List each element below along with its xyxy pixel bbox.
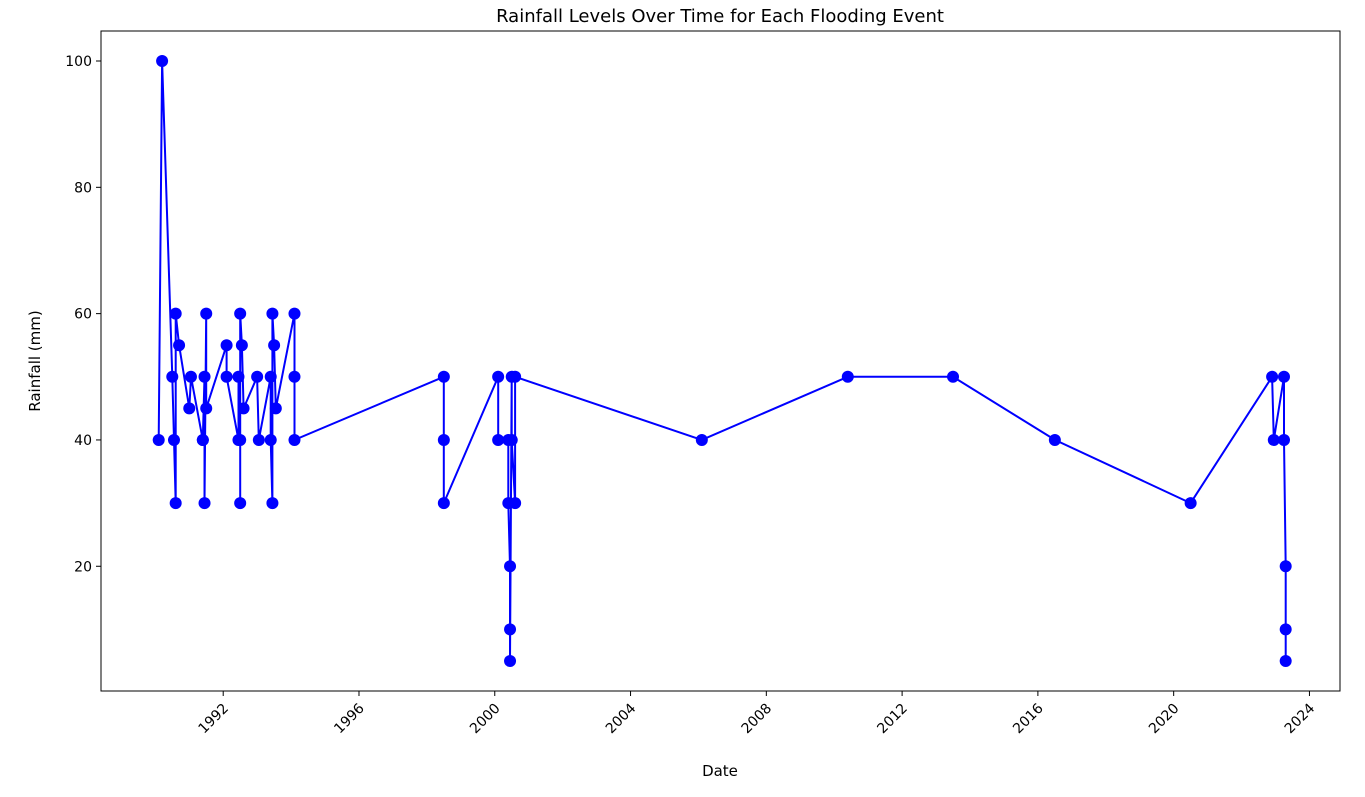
- rainfall-series-markers: [152, 55, 1292, 667]
- data-point: [437, 433, 450, 446]
- data-point: [695, 433, 708, 446]
- data-point: [288, 370, 301, 383]
- data-point: [196, 433, 209, 446]
- data-point: [288, 433, 301, 446]
- data-point: [166, 370, 179, 383]
- data-point: [1184, 497, 1197, 510]
- y-tick-label: 60: [74, 307, 92, 323]
- data-point: [509, 497, 522, 510]
- data-point: [1267, 433, 1280, 446]
- data-point: [264, 433, 277, 446]
- data-point: [1048, 433, 1061, 446]
- data-point: [184, 370, 197, 383]
- data-point: [251, 370, 264, 383]
- data-point: [266, 497, 279, 510]
- data-point: [252, 433, 265, 446]
- data-point: [288, 307, 301, 320]
- y-tick-label: 20: [74, 559, 92, 575]
- data-point: [235, 339, 248, 352]
- y-axis-label: Rainfall (mm): [26, 310, 44, 411]
- data-point: [234, 307, 247, 320]
- data-point: [505, 433, 518, 446]
- data-point: [947, 370, 960, 383]
- data-point: [220, 339, 233, 352]
- data-point: [234, 497, 247, 510]
- data-point: [173, 339, 186, 352]
- axes-frame: [100, 30, 1341, 692]
- data-point: [1279, 623, 1292, 636]
- data-point: [198, 497, 211, 510]
- data-point: [492, 433, 505, 446]
- data-point: [200, 402, 213, 415]
- y-tick-label: 100: [65, 54, 92, 70]
- y-tick-label: 80: [74, 180, 92, 196]
- data-point: [156, 55, 169, 67]
- x-axis-label: Date: [702, 762, 738, 780]
- data-point: [234, 433, 247, 446]
- data-point: [437, 370, 450, 383]
- data-point: [509, 370, 522, 383]
- data-point: [841, 370, 854, 383]
- y-tick-label: 40: [74, 433, 92, 449]
- data-point: [167, 433, 180, 446]
- data-point: [1266, 370, 1279, 383]
- data-point: [504, 560, 517, 573]
- data-point: [1277, 433, 1290, 446]
- data-point: [492, 370, 505, 383]
- data-point: [504, 623, 517, 636]
- data-point: [198, 370, 211, 383]
- data-point: [1279, 655, 1292, 667]
- data-point: [183, 402, 196, 415]
- data-point: [1279, 560, 1292, 573]
- data-point: [437, 497, 450, 510]
- data-point: [232, 370, 245, 383]
- chart-title: Rainfall Levels Over Time for Each Flood…: [496, 6, 944, 27]
- data-point: [169, 497, 182, 510]
- data-point: [152, 433, 165, 446]
- data-point: [266, 307, 279, 320]
- data-point: [237, 402, 250, 415]
- data-point: [504, 655, 517, 667]
- data-point: [200, 307, 213, 320]
- data-point: [220, 370, 233, 383]
- data-point: [169, 307, 182, 320]
- y-axis: 20 40 60 80 100: [65, 54, 101, 575]
- data-point: [264, 370, 277, 383]
- data-point: [268, 339, 281, 352]
- data-point: [1277, 370, 1290, 383]
- data-point: [269, 402, 282, 415]
